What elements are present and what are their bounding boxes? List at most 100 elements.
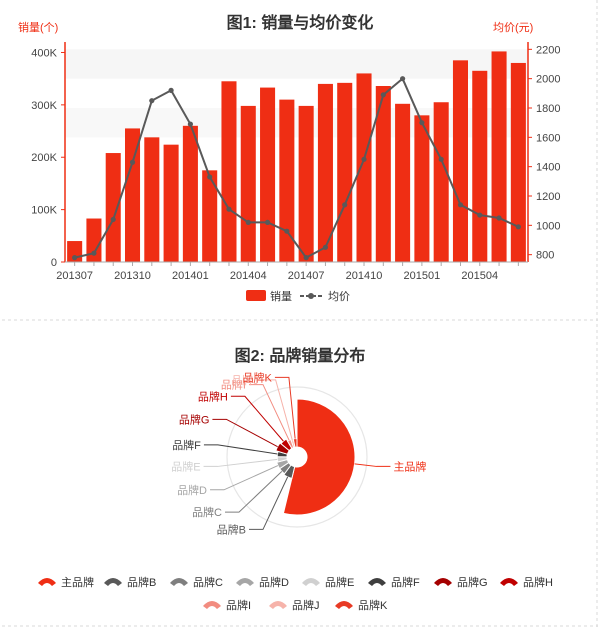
price-point-201310[interactable] [129,159,136,165]
sales-bar-201411[interactable] [375,86,391,262]
pie-slice-8[interactable] [280,438,293,452]
pie-slice-11[interactable] [292,438,298,448]
sales-bar-201503[interactable] [452,60,469,263]
pie-slice-label: 品牌K [243,370,273,384]
sales-bar-201408[interactable] [317,83,333,263]
pie-slice-label: 品牌E [171,459,200,473]
legend-swatch[interactable] [335,601,353,609]
pie-slice-9[interactable] [286,438,295,450]
price-point-201309[interactable] [110,216,116,223]
pie-leader-line [203,444,278,455]
price-point-201406[interactable] [284,228,290,234]
pie-slice-6[interactable] [276,450,289,458]
sales-bar-201402[interactable] [202,170,218,262]
sales-bar-201310[interactable] [124,128,141,262]
legend-label[interactable]: 品牌G [457,575,488,589]
price-point-201408[interactable] [322,244,329,250]
x-tick-label: 201407 [288,270,325,282]
price-point-201503[interactable] [457,202,464,208]
legend-swatch[interactable] [170,578,188,586]
legend-swatch[interactable] [269,601,287,609]
legend-swatch[interactable] [38,578,56,586]
legend-swatch[interactable] [368,578,386,586]
price-point-201412[interactable] [400,76,406,82]
sales-bar-201404[interactable] [240,105,256,263]
legend-label[interactable]: 品牌K [358,598,388,612]
price-point-201308[interactable] [91,250,97,256]
price-point-201311[interactable] [149,98,155,104]
price-point-201504[interactable] [477,212,483,218]
pie-slice-label: 品牌I [221,378,246,392]
legend-sales-swatch[interactable] [246,290,266,301]
legend-swatch[interactable] [104,578,122,586]
sales-bar-201405[interactable] [260,87,276,262]
legend-swatch[interactable] [434,578,452,586]
pie-slice-5[interactable] [276,456,288,463]
price-line [74,77,519,259]
sales-bar-201502[interactable] [433,102,449,262]
sales-bar-201407[interactable] [298,105,314,263]
left-tick-label: 100K [31,205,57,217]
legend-label[interactable]: 品牌C [193,575,223,589]
sales-bar-201504[interactable] [472,70,488,262]
legend-price-label[interactable]: 均价 [328,290,350,303]
pie-outer-ring [226,386,368,528]
left-axis-title: 销量(个) [18,20,58,34]
price-point-201506[interactable] [515,224,521,230]
legend-label[interactable]: 品牌I [226,598,251,612]
legend-label[interactable]: 品牌E [325,575,354,589]
sales-bar-201412[interactable] [395,103,411,262]
sales-bar-201501[interactable] [414,115,430,262]
x-tick-label: 201404 [230,270,267,282]
sales-bar-201403[interactable] [221,81,237,263]
legend-label[interactable]: 品牌J [292,598,320,612]
price-point-201312[interactable] [168,87,174,93]
pie-slice-7[interactable] [275,442,291,455]
price-point-201404[interactable] [245,219,251,225]
pie-slice-4[interactable] [276,458,290,470]
legend-label[interactable]: 品牌H [523,575,553,589]
price-point-201502[interactable] [438,156,444,162]
price-point-201505[interactable] [496,215,502,221]
pie-slice-1[interactable] [282,398,356,516]
sales-bar-201311[interactable] [144,137,160,262]
pie-slice-2[interactable] [283,464,296,479]
price-point-201411[interactable] [380,92,386,98]
price-point-201401[interactable] [187,121,193,127]
sales-bar-201312[interactable] [163,144,179,262]
price-point-201405[interactable] [264,219,271,225]
sales-bar-201308[interactable] [86,218,102,262]
price-point-201407[interactable] [303,255,309,261]
right-tick-label: 800 [536,250,554,262]
chart2-title: 图2: 品牌销量分布 [235,346,366,365]
price-point-201410[interactable] [361,156,367,162]
pie-leader-line [203,458,278,467]
pie-slice-label: 品牌C [192,505,222,519]
sales-bar-201505[interactable] [491,51,507,262]
legend-label[interactable]: 品牌B [127,575,156,589]
pie-slice-3[interactable] [278,461,292,475]
sales-bar-201406[interactable] [279,99,295,262]
legend-label[interactable]: 主品牌 [61,575,94,589]
legend-price-marker [308,293,314,299]
legend-swatch[interactable] [236,578,254,586]
sales-bar-201401[interactable] [182,125,198,262]
legend-label[interactable]: 品牌F [391,575,420,589]
legend-swatch[interactable] [500,578,518,586]
price-point-201307[interactable] [72,255,78,261]
pie-leader-line [212,418,278,448]
price-point-201402[interactable] [207,174,213,180]
sales-bar-201309[interactable] [105,153,121,262]
sales-bar-201506[interactable] [510,62,526,263]
legend-swatch[interactable] [203,601,221,609]
sales-bar-201409[interactable] [337,82,353,262]
price-point-201409[interactable] [342,202,348,208]
legend-swatch[interactable] [302,578,320,586]
sales-bar-201410[interactable] [356,73,372,262]
legend-label[interactable]: 品牌D [259,575,289,589]
legend-sales-label[interactable]: 销量 [270,289,292,303]
pie-slice-10[interactable] [290,439,296,449]
price-point-201501[interactable] [419,120,425,126]
sales-price-chart: 图1: 销量与均价变化 销量(个) 均价(元) 0 100K 200K 300K 400K 80… [18,13,560,303]
price-point-201403[interactable] [226,206,232,212]
